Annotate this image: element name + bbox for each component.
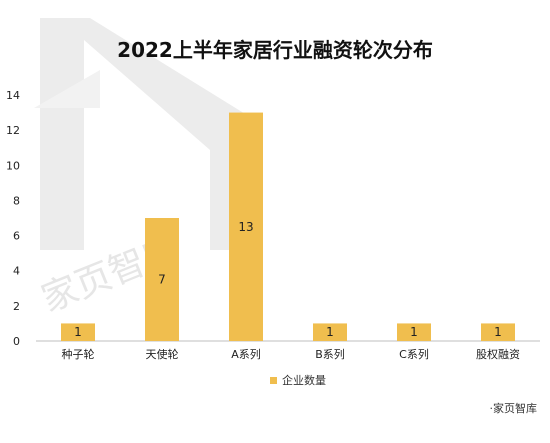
- bar-value-label: 1: [494, 325, 502, 339]
- x-tick-label: C系列: [399, 347, 429, 361]
- bar: [481, 323, 515, 341]
- legend: 企业数量: [270, 373, 326, 387]
- bars: 1 7 13 1 1 1: [61, 112, 515, 341]
- bar-value-label: 7: [158, 273, 166, 287]
- x-axis-ticks: 种子轮 天使轮 A系列 B系列 C系列 股权融资: [62, 347, 521, 361]
- x-tick-label: A系列: [231, 347, 261, 361]
- bar-value-label: 13: [238, 220, 253, 234]
- y-tick-label: 12: [6, 124, 20, 137]
- bar: [229, 112, 263, 341]
- legend-swatch: [270, 377, 277, 384]
- x-tick-label: B系列: [315, 347, 345, 361]
- bar-value-label: 1: [326, 325, 334, 339]
- bar-value-label: 1: [410, 325, 418, 339]
- bar-value-label: 1: [74, 325, 82, 339]
- x-tick-label: 股权融资: [476, 348, 520, 361]
- y-tick-label: 10: [6, 159, 20, 172]
- y-tick-label: 8: [13, 194, 20, 207]
- bar: [61, 323, 95, 341]
- y-tick-label: 2: [13, 300, 20, 313]
- y-axis-ticks: 0 2 4 6 8 10 12 14: [6, 89, 20, 348]
- bar: [397, 323, 431, 341]
- y-tick-label: 4: [13, 265, 20, 278]
- watermark-logo: 家页智库: [34, 18, 255, 320]
- bar: [145, 218, 179, 341]
- source-note: ·家页智库: [490, 401, 538, 415]
- y-tick-label: 14: [6, 89, 20, 102]
- chart-title: 2022上半年家居行业融资轮次分布: [117, 38, 433, 62]
- bar: [313, 323, 347, 341]
- y-tick-label: 0: [13, 335, 20, 348]
- x-tick-label: 天使轮: [146, 347, 179, 361]
- x-tick-label: 种子轮: [62, 347, 95, 361]
- legend-label: 企业数量: [282, 373, 326, 387]
- y-tick-label: 6: [13, 230, 20, 243]
